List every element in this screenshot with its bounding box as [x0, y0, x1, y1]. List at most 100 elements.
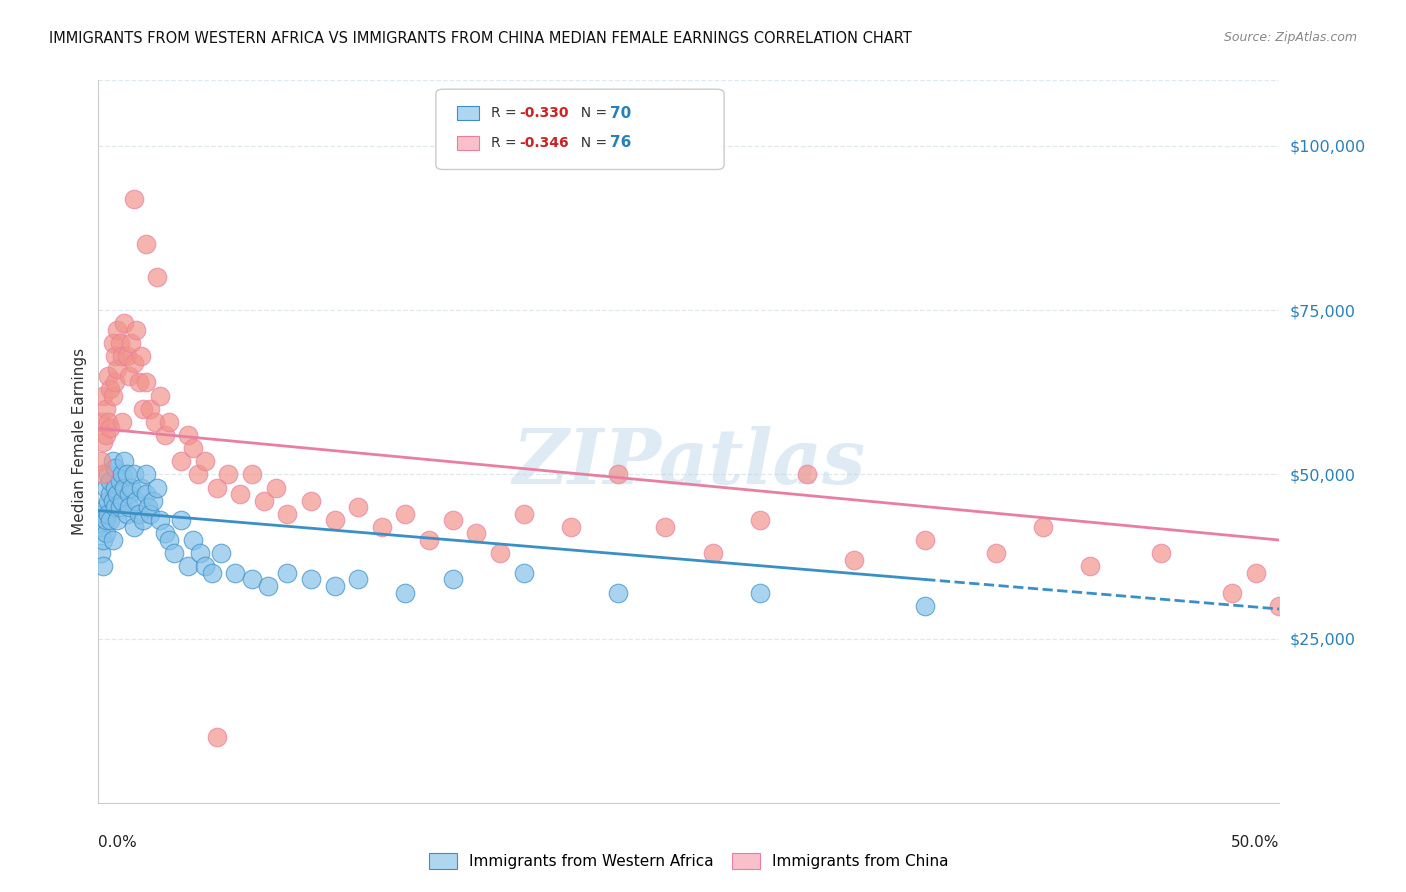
- Point: [209, 546, 232, 560]
- Point: [132, 513, 155, 527]
- Point: [98, 513, 121, 527]
- Point: [101, 454, 124, 468]
- Point: [1032, 520, 1054, 534]
- Point: [139, 507, 162, 521]
- Point: [224, 566, 246, 580]
- Point: [105, 513, 128, 527]
- Point: [323, 513, 346, 527]
- Point: [94, 481, 117, 495]
- Point: [240, 467, 263, 482]
- Point: [142, 493, 165, 508]
- Point: [115, 467, 138, 482]
- Point: [115, 507, 138, 521]
- Point: [101, 336, 124, 351]
- Point: [101, 533, 124, 547]
- Point: [512, 507, 534, 521]
- Point: [146, 481, 169, 495]
- Point: [98, 487, 121, 501]
- Point: [105, 323, 128, 337]
- Point: [560, 520, 582, 534]
- Point: [97, 467, 120, 482]
- Point: [108, 336, 131, 351]
- Point: [128, 507, 150, 521]
- Point: [371, 520, 394, 534]
- Point: [914, 599, 936, 613]
- Point: [98, 382, 121, 396]
- Point: [170, 454, 193, 468]
- Text: N =: N =: [572, 136, 612, 150]
- Point: [104, 376, 127, 390]
- Point: [125, 323, 148, 337]
- Point: [97, 415, 120, 429]
- Point: [1220, 585, 1243, 599]
- Text: 50.0%: 50.0%: [1232, 836, 1279, 850]
- Point: [194, 559, 217, 574]
- Point: [1244, 566, 1267, 580]
- Point: [702, 546, 724, 560]
- Point: [299, 493, 322, 508]
- Point: [394, 507, 416, 521]
- Point: [97, 493, 120, 508]
- Point: [489, 546, 512, 560]
- Point: [136, 500, 159, 515]
- Point: [94, 526, 117, 541]
- Point: [128, 376, 150, 390]
- Point: [512, 566, 534, 580]
- Point: [276, 507, 298, 521]
- Y-axis label: Median Female Earnings: Median Female Earnings: [72, 348, 87, 535]
- Point: [984, 546, 1007, 560]
- Point: [112, 454, 135, 468]
- Point: [1150, 546, 1173, 560]
- Point: [187, 467, 209, 482]
- Point: [111, 415, 134, 429]
- Point: [177, 559, 200, 574]
- Point: [118, 487, 141, 501]
- Point: [104, 349, 127, 363]
- Point: [90, 415, 112, 429]
- Point: [122, 356, 145, 370]
- Point: [90, 454, 112, 468]
- Text: R =: R =: [491, 136, 520, 150]
- Point: [94, 500, 117, 515]
- Point: [205, 730, 228, 744]
- Point: [122, 192, 145, 206]
- Point: [91, 467, 114, 482]
- Point: [844, 553, 866, 567]
- Point: [465, 526, 488, 541]
- Text: N =: N =: [572, 106, 612, 120]
- Point: [914, 533, 936, 547]
- Point: [112, 481, 135, 495]
- Point: [170, 513, 193, 527]
- Point: [90, 520, 112, 534]
- Point: [441, 573, 464, 587]
- Point: [104, 500, 127, 515]
- Point: [153, 428, 176, 442]
- Point: [748, 513, 770, 527]
- Point: [104, 481, 127, 495]
- Point: [157, 533, 180, 547]
- Point: [105, 487, 128, 501]
- Point: [1080, 559, 1102, 574]
- Point: [132, 401, 155, 416]
- Point: [229, 487, 252, 501]
- Point: [118, 500, 141, 515]
- Point: [188, 546, 211, 560]
- Point: [257, 579, 280, 593]
- Point: [347, 500, 370, 515]
- Point: [115, 349, 138, 363]
- Point: [91, 434, 114, 449]
- Point: [146, 270, 169, 285]
- Point: [91, 507, 114, 521]
- Point: [118, 368, 141, 383]
- Text: -0.346: -0.346: [519, 136, 568, 150]
- Point: [253, 493, 276, 508]
- Point: [418, 533, 440, 547]
- Text: IMMIGRANTS FROM WESTERN AFRICA VS IMMIGRANTS FROM CHINA MEDIAN FEMALE EARNINGS C: IMMIGRANTS FROM WESTERN AFRICA VS IMMIGR…: [49, 31, 912, 46]
- Point: [135, 237, 157, 252]
- Point: [129, 349, 152, 363]
- Point: [441, 513, 464, 527]
- Point: [201, 566, 224, 580]
- Point: [98, 421, 121, 435]
- Point: [139, 401, 162, 416]
- Point: [149, 513, 172, 527]
